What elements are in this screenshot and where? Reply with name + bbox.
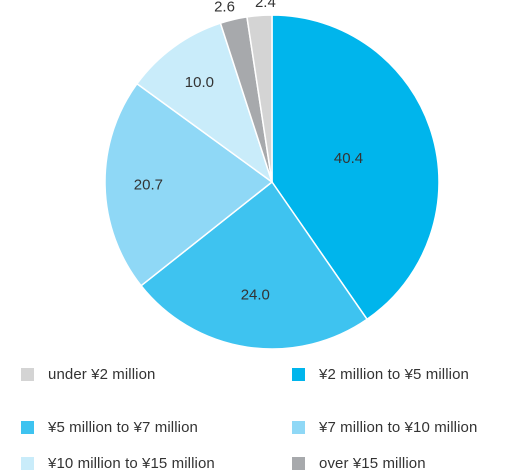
pie-slice	[246, 14, 273, 183]
pie-slice	[271, 14, 440, 321]
slice-value-label: 2.6	[214, 0, 235, 16]
slice-value-label: 24.0	[241, 286, 270, 303]
slice-value-label: 20.7	[134, 177, 163, 194]
slice-value-label: 40.4	[334, 150, 363, 167]
pie-data-labels: 40.4 24.0 20.7 10.0 2.6 2.4	[134, 0, 363, 303]
pie-slice	[104, 82, 274, 287]
pie-slice	[135, 22, 274, 184]
slice-value-label: 2.4	[255, 0, 276, 11]
pie-slices	[104, 14, 440, 350]
pie-slice	[140, 180, 369, 350]
slice-value-label: 10.0	[185, 74, 214, 91]
